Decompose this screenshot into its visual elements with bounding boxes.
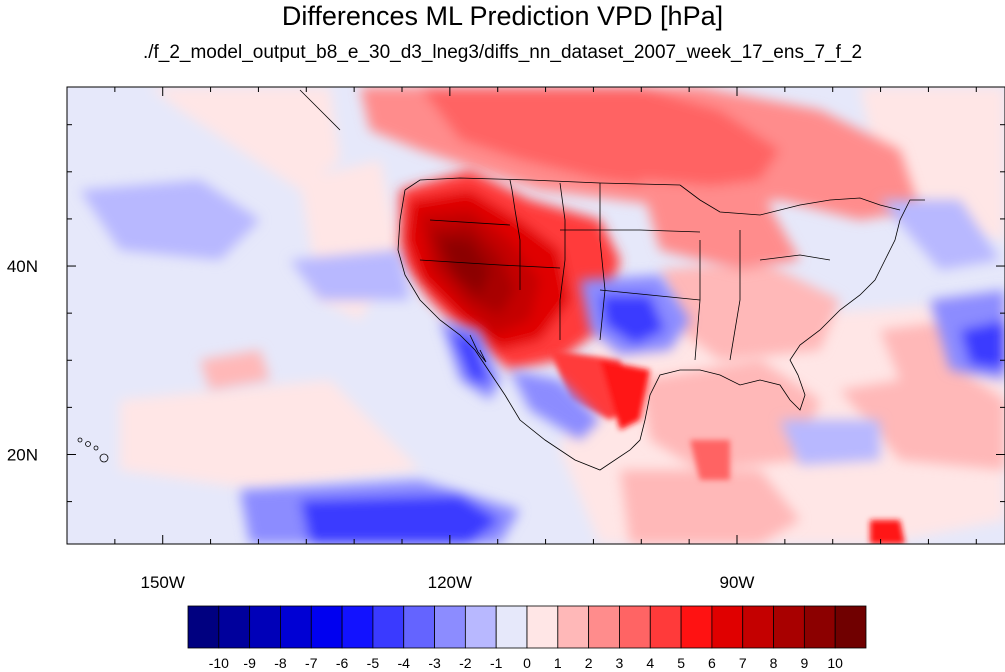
colorbar-swatch xyxy=(341,605,374,649)
colorbar-swatch xyxy=(742,605,774,649)
mid-positive-regions xyxy=(200,260,1005,544)
colorbar: -10 -9 -8 -7 -6 -5 -4 -3 -2 -1 0 1 2 3 4 5 6 7 8 9 10 xyxy=(187,605,867,671)
colorbar-swatch xyxy=(464,605,497,649)
colorbar-label: -1 xyxy=(490,655,503,671)
lon-tick-label: 150W xyxy=(141,573,185,592)
canada-warm-band xyxy=(360,87,920,270)
lat-tick-label: 40N xyxy=(7,257,38,276)
colorbar-swatch xyxy=(526,605,559,649)
colorbar-swatch xyxy=(803,605,836,649)
colorbar-swatch xyxy=(588,605,620,649)
negative-regions xyxy=(80,180,1005,544)
colorbar-label: 2 xyxy=(585,655,593,671)
colorbar-swatch xyxy=(619,605,651,649)
colorbar-swatch xyxy=(403,605,435,649)
colorbar-swatch xyxy=(649,605,682,649)
colorbar-swatch xyxy=(249,605,281,649)
colorbar-swatch xyxy=(773,605,805,649)
colorbar-label: -10 xyxy=(209,655,229,671)
colorbar-label: -7 xyxy=(305,655,318,671)
colorbar-label: 8 xyxy=(770,655,778,671)
colorbar-label: -2 xyxy=(459,655,472,671)
colorbar-label: 4 xyxy=(646,655,654,671)
colorbar-swatch xyxy=(310,605,343,649)
colorbar-swatch xyxy=(834,605,867,649)
colorbar-label: -3 xyxy=(428,655,441,671)
hawaii-islands xyxy=(77,437,109,463)
colorbar-swatch xyxy=(557,605,590,649)
colorbar-swatch xyxy=(218,605,251,649)
coastlines xyxy=(299,89,925,471)
colorbar-label: 3 xyxy=(616,655,624,671)
colorbar-label: 7 xyxy=(739,655,747,671)
map-subtitle: ./f_2_model_output_b8_e_30_d3_lneg3/diff… xyxy=(142,42,863,63)
colorbar-swatch xyxy=(495,605,528,649)
axes: 150W 120W 90W 40N 20N xyxy=(7,87,1005,592)
colorbar-swatch xyxy=(372,605,405,649)
colorbar-label: 10 xyxy=(827,655,843,671)
map-title: Differences ML Prediction VPD [hPa] xyxy=(281,1,724,31)
colorbar-swatch xyxy=(711,605,744,649)
colorbar-swatch xyxy=(434,605,466,649)
lon-tick-label: 120W xyxy=(428,573,472,592)
mexico-warm-patches xyxy=(550,350,905,544)
colorbar-label: 9 xyxy=(800,655,808,671)
colorbar-label: 6 xyxy=(708,655,716,671)
colorbar-swatch xyxy=(187,605,220,649)
plot-frame xyxy=(66,86,1005,545)
colorbar-label: 0 xyxy=(523,655,531,671)
lon-tick-label: 90W xyxy=(720,573,755,592)
colorbar-label: -6 xyxy=(336,655,349,671)
colorbar-label: 1 xyxy=(554,655,562,671)
colorbar-label: -4 xyxy=(398,655,411,671)
colorbar-swatch xyxy=(680,605,713,649)
colorbar-swatch xyxy=(280,605,312,649)
colorbar-label: 5 xyxy=(677,655,685,671)
lat-tick-label: 20N xyxy=(7,445,38,464)
colorbar-label: -8 xyxy=(274,655,287,671)
colorbar-label: -9 xyxy=(243,655,256,671)
colorbar-label: -5 xyxy=(367,655,380,671)
contour-field xyxy=(67,87,1005,544)
